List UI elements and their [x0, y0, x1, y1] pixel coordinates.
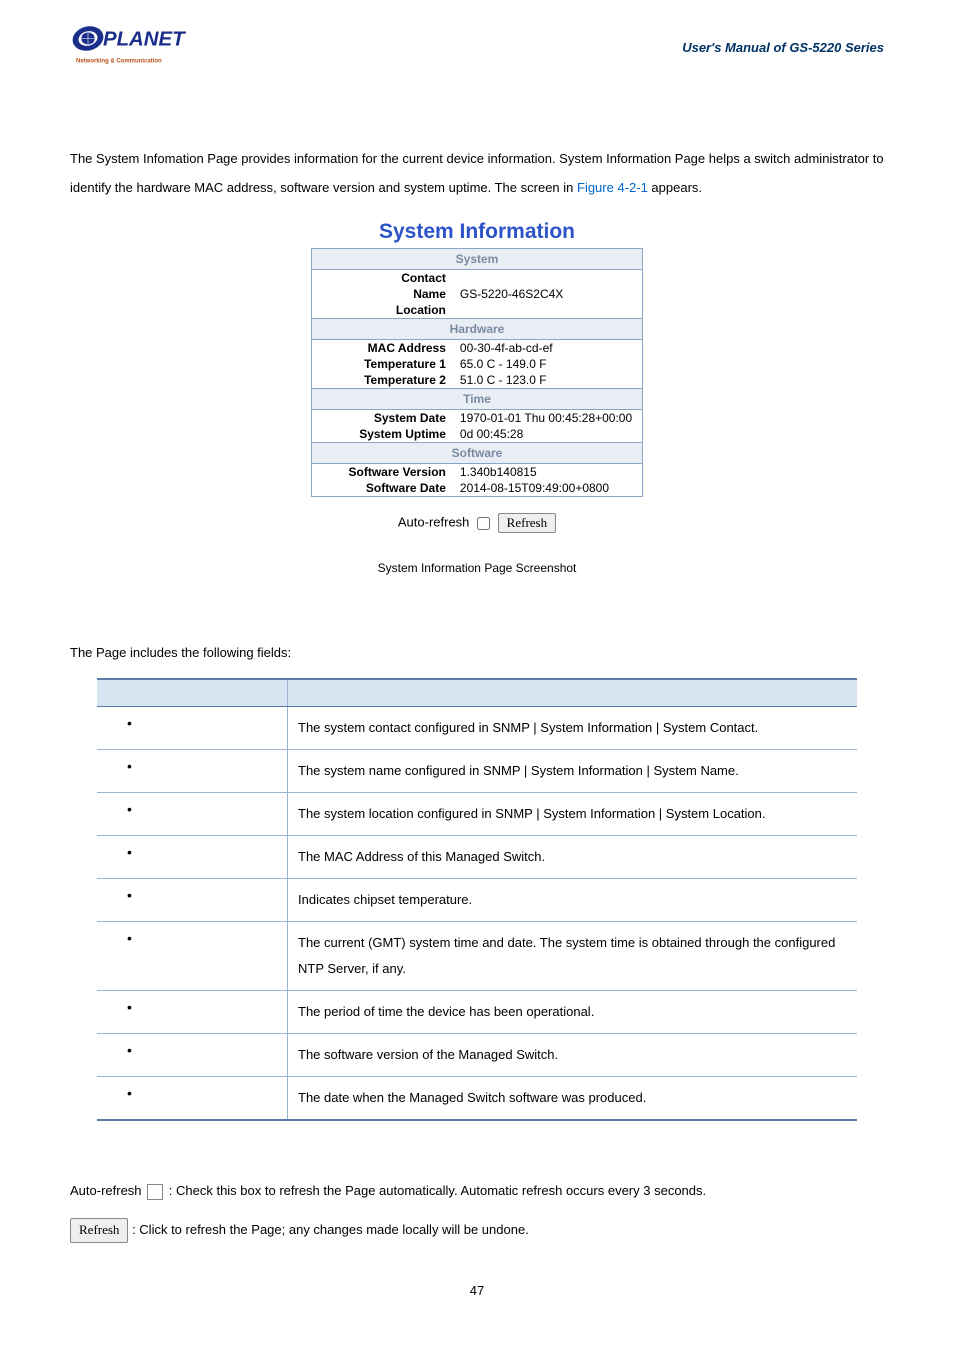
intro-text: The System Infomation Page provides info… — [70, 145, 884, 202]
sysinfo-label: Software Version — [312, 464, 454, 480]
fields-row: Indicates chipset temperature. — [97, 879, 857, 922]
sysinfo-section-body: Software Version1.340b140815Software Dat… — [312, 464, 642, 496]
sysinfo-section-body: MAC Address00-30-4f-ab-cd-efTemperature … — [312, 340, 642, 388]
refresh-help: Refresh : Click to refresh the Page; any… — [70, 1218, 884, 1243]
sysinfo-title-text: System Information — [379, 220, 575, 243]
sysinfo-table: SystemContactNameGS-5220-46S2C4XLocation… — [311, 248, 643, 497]
sysinfo-row: Location — [312, 302, 642, 318]
logo: PLANET Networking & Communication — [70, 20, 190, 75]
fields-bullet — [97, 879, 288, 922]
svg-text:PLANET: PLANET — [103, 29, 186, 51]
fields-desc: The date when the Managed Switch softwar… — [288, 1077, 858, 1121]
fields-desc: Indicates chipset temperature. — [288, 879, 858, 922]
sysinfo-value: GS-5220-46S2C4X — [454, 286, 642, 302]
screenshot-caption: System Information Page Screenshot — [70, 561, 884, 575]
sysinfo-row: Contact — [312, 270, 642, 286]
auto-refresh-help-before: Auto-refresh — [70, 1183, 145, 1198]
sysinfo-section-head: System — [312, 249, 642, 270]
sysinfo-label: Temperature 1 — [312, 356, 454, 372]
refresh-help-text: : Click to refresh the Page; any changes… — [132, 1222, 529, 1237]
refresh-button-inline[interactable]: Refresh — [70, 1218, 128, 1243]
sysinfo-value: 2014-08-15T09:49:00+0800 — [454, 480, 642, 496]
sysinfo-value — [454, 302, 642, 318]
fields-row: The system location configured in SNMP |… — [97, 793, 857, 836]
fields-row: The period of time the device has been o… — [97, 991, 857, 1034]
intro-before: The System Infomation Page provides info… — [70, 151, 884, 195]
sysinfo-section-head: Hardware — [312, 318, 642, 340]
sysinfo-label: MAC Address — [312, 340, 454, 356]
sysinfo-row: System Uptime0d 00:45:28 — [312, 426, 642, 442]
fields-bullet — [97, 1077, 288, 1121]
auto-refresh-help-after: : Check this box to refresh the Page aut… — [165, 1183, 706, 1198]
fields-bullet — [97, 922, 288, 991]
sysinfo-value: 1970-01-01 Thu 00:45:28+00:00 — [454, 410, 642, 426]
page-content: The System Infomation Page provides info… — [0, 85, 954, 1338]
fields-th-desc — [288, 679, 858, 707]
sysinfo-value — [454, 270, 642, 286]
sysinfo-section-head: Software — [312, 442, 642, 464]
sysinfo-row: System Date1970-01-01 Thu 00:45:28+00:00 — [312, 410, 642, 426]
sysinfo-row: Temperature 251.0 C - 123.0 F — [312, 372, 642, 388]
intro-after: appears. — [648, 180, 702, 195]
sysinfo-row: Temperature 165.0 C - 149.0 F — [312, 356, 642, 372]
figure-reference: Figure 4-2-1 — [577, 180, 648, 195]
page-number: 47 — [70, 1283, 884, 1298]
sysinfo-row: Software Date2014-08-15T09:49:00+0800 — [312, 480, 642, 496]
fields-bullet — [97, 836, 288, 879]
fields-bullet — [97, 1034, 288, 1077]
fields-bullet — [97, 750, 288, 793]
fields-table: The system contact configured in SNMP | … — [97, 678, 857, 1121]
sysinfo-row: NameGS-5220-46S2C4X — [312, 286, 642, 302]
fields-bullet — [97, 793, 288, 836]
fields-row: The date when the Managed Switch softwar… — [97, 1077, 857, 1121]
sysinfo-value: 65.0 C - 149.0 F — [454, 356, 642, 372]
sysinfo-label: System Uptime — [312, 426, 454, 442]
page-header: PLANET Networking & Communication User's… — [0, 0, 954, 85]
fields-desc: The MAC Address of this Managed Switch. — [288, 836, 858, 879]
buttons-section: Auto-refresh : Check this box to refresh… — [70, 1181, 884, 1243]
fields-desc: The current (GMT) system time and date. … — [288, 922, 858, 991]
fields-desc: The system location configured in SNMP |… — [288, 793, 858, 836]
sysinfo-value: 1.340b140815 — [454, 464, 642, 480]
fields-bullet — [97, 991, 288, 1034]
auto-refresh-help: Auto-refresh : Check this box to refresh… — [70, 1181, 884, 1202]
sysinfo-section-head: Time — [312, 388, 642, 410]
sysinfo-label: Name — [312, 286, 454, 302]
refresh-button[interactable]: Refresh — [498, 513, 556, 533]
checkbox-icon — [147, 1184, 163, 1200]
sysinfo-section-body: System Date1970-01-01 Thu 00:45:28+00:00… — [312, 410, 642, 442]
sysinfo-value: 51.0 C - 123.0 F — [454, 372, 642, 388]
sysinfo-section-body: ContactNameGS-5220-46S2C4XLocation — [312, 270, 642, 318]
fields-desc: The period of time the device has been o… — [288, 991, 858, 1034]
sysinfo-label: Software Date — [312, 480, 454, 496]
fields-desc: The system contact configured in SNMP | … — [288, 707, 858, 750]
fields-desc: The system name configured in SNMP | Sys… — [288, 750, 858, 793]
refresh-row: Auto-refresh Refresh — [70, 513, 884, 533]
sysinfo-value: 00-30-4f-ab-cd-ef — [454, 340, 642, 356]
fields-row: The system name configured in SNMP | Sys… — [97, 750, 857, 793]
sysinfo-label: System Date — [312, 410, 454, 426]
sysinfo-title: System Information — [70, 220, 884, 244]
manual-title: User's Manual of GS-5220 Series — [682, 40, 884, 55]
sysinfo-label: Location — [312, 302, 454, 318]
sysinfo-row: MAC Address00-30-4f-ab-cd-ef — [312, 340, 642, 356]
fields-bullet — [97, 707, 288, 750]
sysinfo-value: 0d 00:45:28 — [454, 426, 642, 442]
sysinfo-label: Contact — [312, 270, 454, 286]
auto-refresh-checkbox[interactable] — [477, 517, 490, 530]
fields-row: The current (GMT) system time and date. … — [97, 922, 857, 991]
fields-row: The MAC Address of this Managed Switch. — [97, 836, 857, 879]
fields-th-object — [97, 679, 288, 707]
fields-desc: The software version of the Managed Swit… — [288, 1034, 858, 1077]
svg-text:Networking & Communication: Networking & Communication — [76, 59, 162, 65]
fields-intro: The Page includes the following fields: — [70, 645, 884, 660]
sysinfo-label: Temperature 2 — [312, 372, 454, 388]
fields-row: The software version of the Managed Swit… — [97, 1034, 857, 1077]
sysinfo-row: Software Version1.340b140815 — [312, 464, 642, 480]
auto-refresh-label: Auto-refresh — [398, 515, 470, 530]
fields-row: The system contact configured in SNMP | … — [97, 707, 857, 750]
